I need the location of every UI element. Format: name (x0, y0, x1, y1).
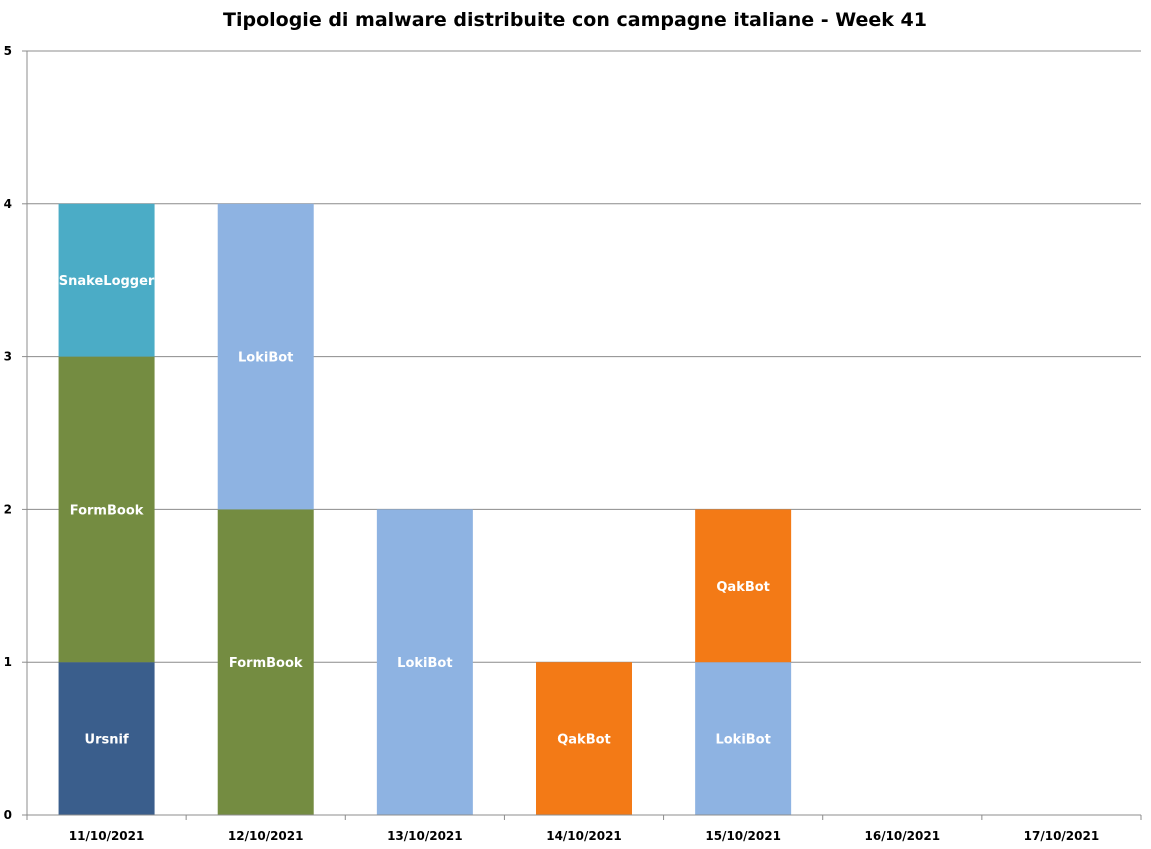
bar-segment-label: QakBot (557, 733, 611, 748)
bar-segment-label: FormBook (70, 503, 144, 518)
y-tick-label: 5 (4, 44, 12, 58)
bar-segment-ursnif (58, 662, 155, 815)
y-tick-label: 4 (4, 197, 12, 211)
x-tick-label: 11/10/2021 (69, 829, 145, 843)
x-tick-labels: 11/10/2021 12/10/2021 13/10/2021 14/10/2021… (69, 829, 1099, 843)
bar-segment-label: LokiBot (715, 733, 770, 748)
y-tick-label: 2 (4, 502, 12, 516)
bars (58, 203, 792, 815)
bar-segment-label: LokiBot (238, 351, 293, 366)
x-tick-label: 13/10/2021 (387, 829, 463, 843)
axes (22, 50, 1142, 820)
y-tick-label: 3 (4, 350, 12, 364)
chart-title: Tipologie di malware distribuite con cam… (223, 9, 927, 31)
bar-segment-label: FormBook (229, 656, 303, 671)
bar-segment-label: QakBot (716, 580, 770, 595)
bar-segment-qakbot (695, 509, 792, 663)
bar-segment-lokibot (217, 203, 314, 510)
bar-segment-snakelogger (58, 203, 155, 357)
bar-segment-lokibot (376, 509, 473, 815)
bar-segment-label: Ursnif (85, 733, 129, 748)
bar-segment-formbook (58, 356, 155, 663)
gridlines (27, 50, 1141, 663)
y-tick-label: 1 (4, 655, 12, 669)
segment-labels: Ursnif FormBook SnakeLogger FormBook LokiBot… (59, 274, 771, 747)
x-tick-label: 17/10/2021 (1024, 829, 1100, 843)
bar-segment-formbook (217, 509, 314, 815)
y-tick-label: 0 (4, 808, 12, 822)
y-tick-labels: 0 1 2 3 4 5 (4, 44, 12, 822)
x-tick-label: 14/10/2021 (546, 829, 622, 843)
bar-segment-qakbot (536, 662, 632, 815)
x-tick-label: 16/10/2021 (865, 829, 941, 843)
x-tick-label: 15/10/2021 (705, 829, 781, 843)
bar-segment-lokibot (695, 662, 792, 815)
bar-segment-label: LokiBot (397, 656, 452, 671)
bar-segment-label: SnakeLogger (59, 274, 155, 289)
x-tick-label: 12/10/2021 (228, 829, 304, 843)
